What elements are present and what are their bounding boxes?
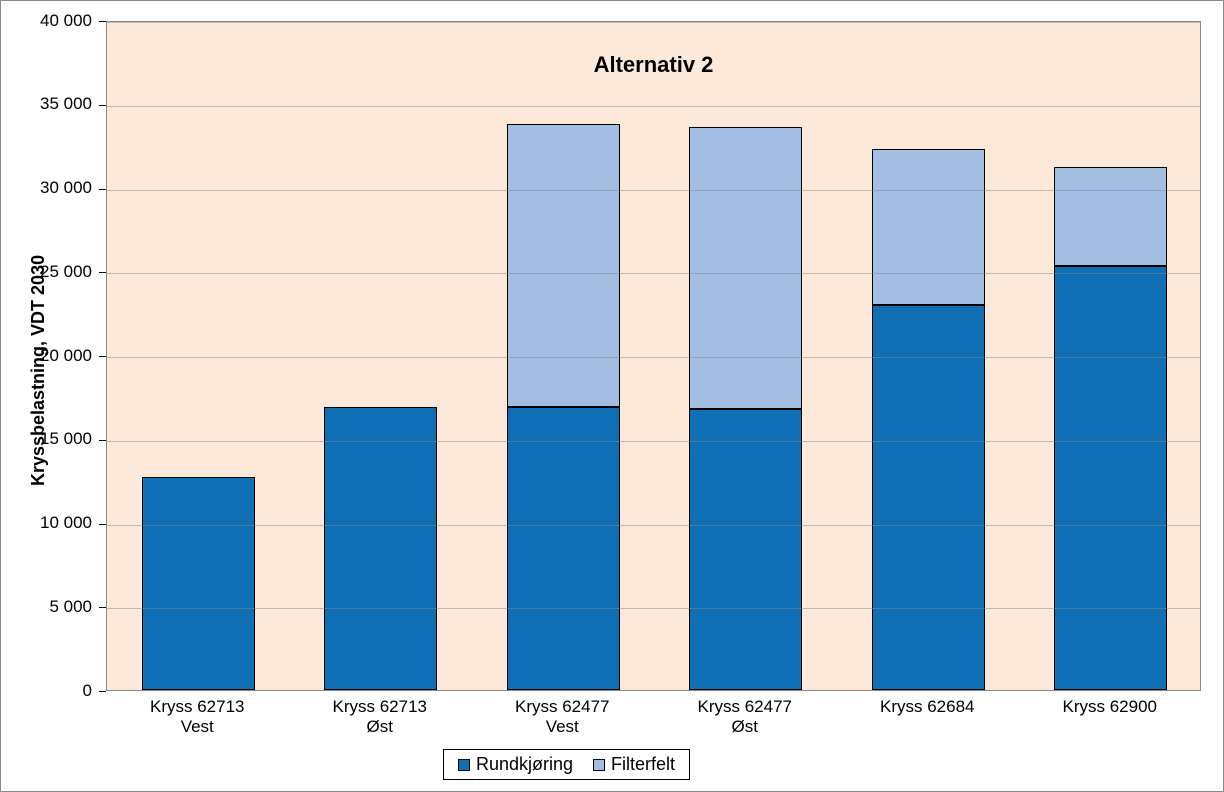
x-tick-label: Kryss 62713Øst bbox=[289, 697, 472, 737]
y-tick-mark bbox=[99, 440, 106, 441]
y-tick-label: 25 000 bbox=[40, 262, 92, 282]
y-tick-mark bbox=[99, 524, 106, 525]
x-tick-label: Kryss 62477Øst bbox=[654, 697, 837, 737]
y-tick-mark bbox=[99, 21, 106, 22]
bars-layer bbox=[107, 22, 1200, 690]
x-tick-label: Kryss 62900 bbox=[1019, 697, 1202, 717]
bar-segment-rundkjøring bbox=[689, 409, 802, 690]
bar-group bbox=[507, 22, 620, 690]
chart-frame: Alternativ 2 Kryssbelastning, VDT 2030 R… bbox=[0, 0, 1224, 792]
bar-group bbox=[1054, 22, 1167, 690]
gridline bbox=[107, 190, 1200, 191]
y-tick-mark bbox=[99, 189, 106, 190]
legend: Rundkjøring Filterfelt bbox=[443, 749, 690, 780]
y-tick-label: 10 000 bbox=[40, 513, 92, 533]
x-tick-label: Kryss 62713Vest bbox=[106, 697, 289, 737]
y-axis-title: Kryssbelastning, VDT 2030 bbox=[28, 255, 49, 486]
gridline bbox=[107, 22, 1200, 23]
y-tick-mark bbox=[99, 272, 106, 273]
legend-label: Rundkjøring bbox=[476, 754, 573, 775]
legend-swatch bbox=[458, 759, 470, 771]
gridline bbox=[107, 525, 1200, 526]
x-tick-label: Kryss 62684 bbox=[836, 697, 1019, 717]
gridline bbox=[107, 608, 1200, 609]
gridline bbox=[107, 273, 1200, 274]
y-tick-label: 40 000 bbox=[40, 11, 92, 31]
y-tick-label: 5 000 bbox=[49, 597, 92, 617]
bar-segment-rundkjøring bbox=[1054, 266, 1167, 690]
y-tick-label: 0 bbox=[83, 681, 92, 701]
y-tick-label: 15 000 bbox=[40, 429, 92, 449]
gridline bbox=[107, 441, 1200, 442]
legend-item: Filterfelt bbox=[593, 754, 675, 775]
y-tick-mark bbox=[99, 356, 106, 357]
bar-segment-rundkjøring bbox=[872, 305, 985, 690]
bar-segment-rundkjøring bbox=[507, 407, 620, 690]
plot-area: Alternativ 2 bbox=[106, 21, 1201, 691]
bar-segment-filterfelt bbox=[1054, 167, 1167, 266]
bar-group bbox=[872, 22, 985, 690]
bar-segment-filterfelt bbox=[507, 124, 620, 407]
y-tick-mark bbox=[99, 607, 106, 608]
x-tick-label: Kryss 62477Vest bbox=[471, 697, 654, 737]
legend-label: Filterfelt bbox=[611, 754, 675, 775]
y-tick-label: 20 000 bbox=[40, 346, 92, 366]
bar-segment-rundkjøring bbox=[142, 477, 255, 690]
bar-segment-filterfelt bbox=[689, 127, 802, 408]
y-tick-mark bbox=[99, 105, 106, 106]
gridline bbox=[107, 357, 1200, 358]
bar-group bbox=[324, 22, 437, 690]
bar-segment-rundkjøring bbox=[324, 407, 437, 690]
y-tick-label: 30 000 bbox=[40, 178, 92, 198]
legend-swatch bbox=[593, 759, 605, 771]
bar-group bbox=[142, 22, 255, 690]
bar-group bbox=[689, 22, 802, 690]
y-tick-label: 35 000 bbox=[40, 94, 92, 114]
legend-item: Rundkjøring bbox=[458, 754, 573, 775]
bar-segment-filterfelt bbox=[872, 149, 985, 305]
y-tick-mark bbox=[99, 691, 106, 692]
gridline bbox=[107, 106, 1200, 107]
